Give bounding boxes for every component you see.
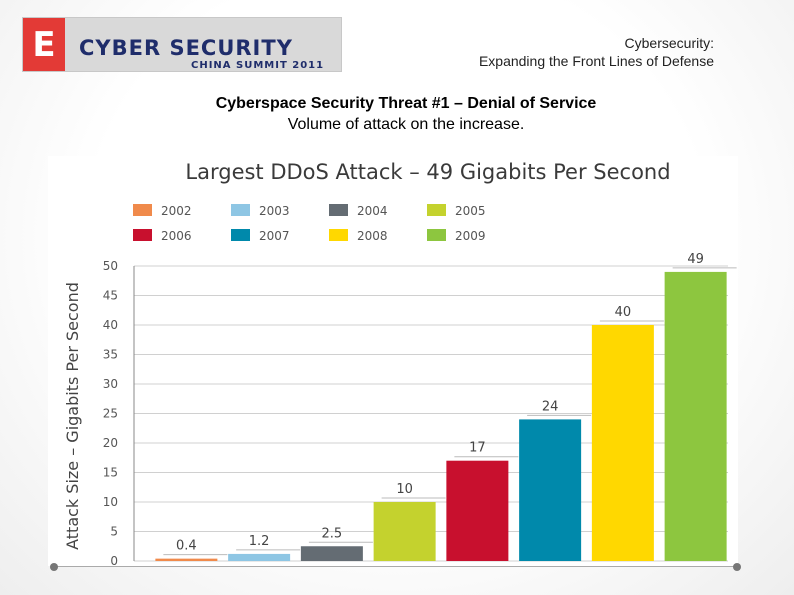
bar-value-2002: 0.4 (176, 539, 197, 554)
chart-svg: Largest DDoS Attack – 49 Gigabits Per Se… (63, 160, 737, 566)
legend-label-2003: 2003 (259, 204, 290, 218)
slide-title: Cyberspace Security Threat #1 – Denial o… (215, 95, 597, 112)
bar-value-2006: 17 (469, 441, 486, 456)
bar-2006 (446, 460, 509, 561)
y-tick-0: 0 (110, 554, 118, 566)
legend-swatch-2009 (427, 229, 446, 241)
y-tick-10: 10 (103, 495, 118, 509)
bar-2008 (591, 325, 654, 561)
bar-2009 (664, 271, 727, 561)
slide-rule (54, 566, 736, 567)
legend-swatch-2006 (133, 229, 152, 241)
bar-2005 (373, 502, 436, 561)
bar-value-2009: 49 (687, 252, 704, 267)
y-tick-25: 25 (103, 407, 118, 421)
slide-subtitle: Volume of attack on the increase. (287, 116, 525, 133)
logo-subtitle: CHINA SUMMIT 2011 (191, 60, 325, 71)
chart-legend: 2002 2003 2004 2005 2006 2007 2008 2009 (133, 204, 486, 243)
bar-value-2004: 2.5 (322, 526, 343, 541)
bar-2003 (228, 553, 291, 561)
topic-line-2: Expanding the Front Lines of Defense (478, 53, 714, 69)
legend-swatch-2004 (329, 204, 348, 216)
legend-swatch-2007 (231, 229, 250, 241)
chart-title: Largest DDoS Attack – 49 Gigabits Per Se… (185, 160, 670, 184)
bar-2002 (155, 558, 218, 561)
rule-end-dot-right (733, 563, 741, 571)
y-tick-20: 20 (103, 436, 118, 450)
rule-end-dot-left (50, 563, 58, 571)
legend-swatch-2002 (133, 204, 152, 216)
legend-swatch-2003 (231, 204, 250, 216)
logo-title: CYBER SECURITY (79, 36, 293, 60)
legend-label-2002: 2002 (161, 204, 192, 218)
bar-value-2005: 10 (396, 482, 413, 497)
y-tick-50: 50 (103, 259, 118, 273)
ddos-chart: Largest DDoS Attack – 49 Gigabits Per Se… (48, 156, 738, 566)
summit-logo: E CYBER SECURITY CHINA SUMMIT 2011 (22, 17, 342, 72)
bar-value-2003: 1.2 (249, 534, 270, 549)
bar-2004 (300, 546, 363, 561)
y-axis-label: Attack Size – Gigabits Per Second (63, 282, 82, 550)
bar-2007 (519, 419, 582, 561)
legend-label-2004: 2004 (357, 204, 388, 218)
logo-letter: E (23, 18, 65, 71)
y-tick-35: 35 (103, 348, 118, 362)
chart-bars: 0.4 1.2 2.5 10 17 24 40 49 (155, 252, 737, 561)
legend-label-2008: 2008 (357, 229, 388, 243)
legend-label-2006: 2006 (161, 229, 192, 243)
legend-label-2009: 2009 (455, 229, 486, 243)
topic-header: Cybersecurity: Expanding the Front Lines… (479, 34, 714, 70)
legend-label-2007: 2007 (259, 229, 290, 243)
legend-swatch-2008 (329, 229, 348, 241)
y-tick-15: 15 (103, 466, 118, 480)
legend-label-2005: 2005 (455, 204, 486, 218)
y-axis-ticks: 0 5 10 15 20 25 30 35 40 45 50 (103, 259, 118, 566)
legend-swatch-2005 (427, 204, 446, 216)
y-tick-5: 5 (110, 525, 118, 539)
chart-gridlines (133, 265, 728, 562)
y-tick-30: 30 (103, 377, 118, 391)
y-tick-40: 40 (103, 318, 118, 332)
y-tick-45: 45 (103, 289, 118, 303)
topic-line-1: Cybersecurity: (624, 35, 714, 51)
bar-value-2007: 24 (542, 399, 559, 414)
bar-value-2008: 40 (615, 305, 632, 320)
